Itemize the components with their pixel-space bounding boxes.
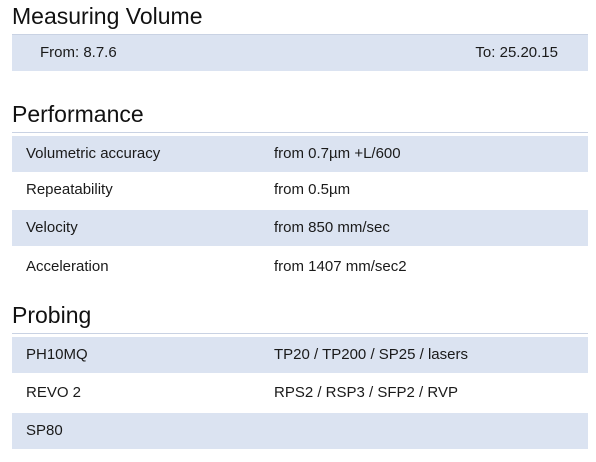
table-row: Acceleration from 1407 mm/sec2 bbox=[12, 249, 588, 285]
performance-title: Performance bbox=[12, 101, 144, 127]
spec-label: Volumetric accuracy bbox=[26, 145, 161, 162]
table-row: Repeatability from 0.5µm bbox=[12, 172, 588, 208]
probe-value: TP20 / TP200 / SP25 / lasers bbox=[274, 346, 468, 363]
probe-label: REVO 2 bbox=[26, 384, 82, 401]
measuring-volume-row: From: 8.7.6 To: 25.20.15 bbox=[12, 35, 588, 71]
table-row: Volumetric accuracy from 0.7µm +L/600 bbox=[12, 136, 588, 172]
table-row: SP80 bbox=[12, 413, 588, 449]
probe-label: PH10MQ bbox=[26, 346, 88, 363]
table-row: PH10MQ TP20 / TP200 / SP25 / lasers bbox=[12, 337, 588, 373]
spec-value: from 850 mm/sec bbox=[274, 219, 390, 236]
spec-label: Acceleration bbox=[26, 258, 109, 275]
performance-rule bbox=[12, 132, 588, 133]
table-row: REVO 2 RPS2 / RSP3 / SFP2 / RVP bbox=[12, 375, 588, 411]
measuring-volume-rule bbox=[12, 34, 588, 35]
probing-rule bbox=[12, 333, 588, 334]
spec-value: from 1407 mm/sec2 bbox=[274, 258, 407, 275]
probing-title: Probing bbox=[12, 302, 92, 328]
measuring-volume-to: To: 25.20.15 bbox=[475, 44, 558, 61]
spec-value: from 0.5µm bbox=[274, 181, 351, 198]
probe-label: SP80 bbox=[26, 422, 63, 439]
spec-label: Velocity bbox=[26, 219, 78, 236]
spec-value: from 0.7µm +L/600 bbox=[274, 145, 401, 162]
spec-label: Repeatability bbox=[26, 181, 113, 198]
measuring-volume-title: Measuring Volume bbox=[12, 3, 203, 29]
table-row: Velocity from 850 mm/sec bbox=[12, 210, 588, 246]
measuring-volume-from: From: 8.7.6 bbox=[40, 44, 117, 61]
probe-value: RPS2 / RSP3 / SFP2 / RVP bbox=[274, 384, 458, 401]
